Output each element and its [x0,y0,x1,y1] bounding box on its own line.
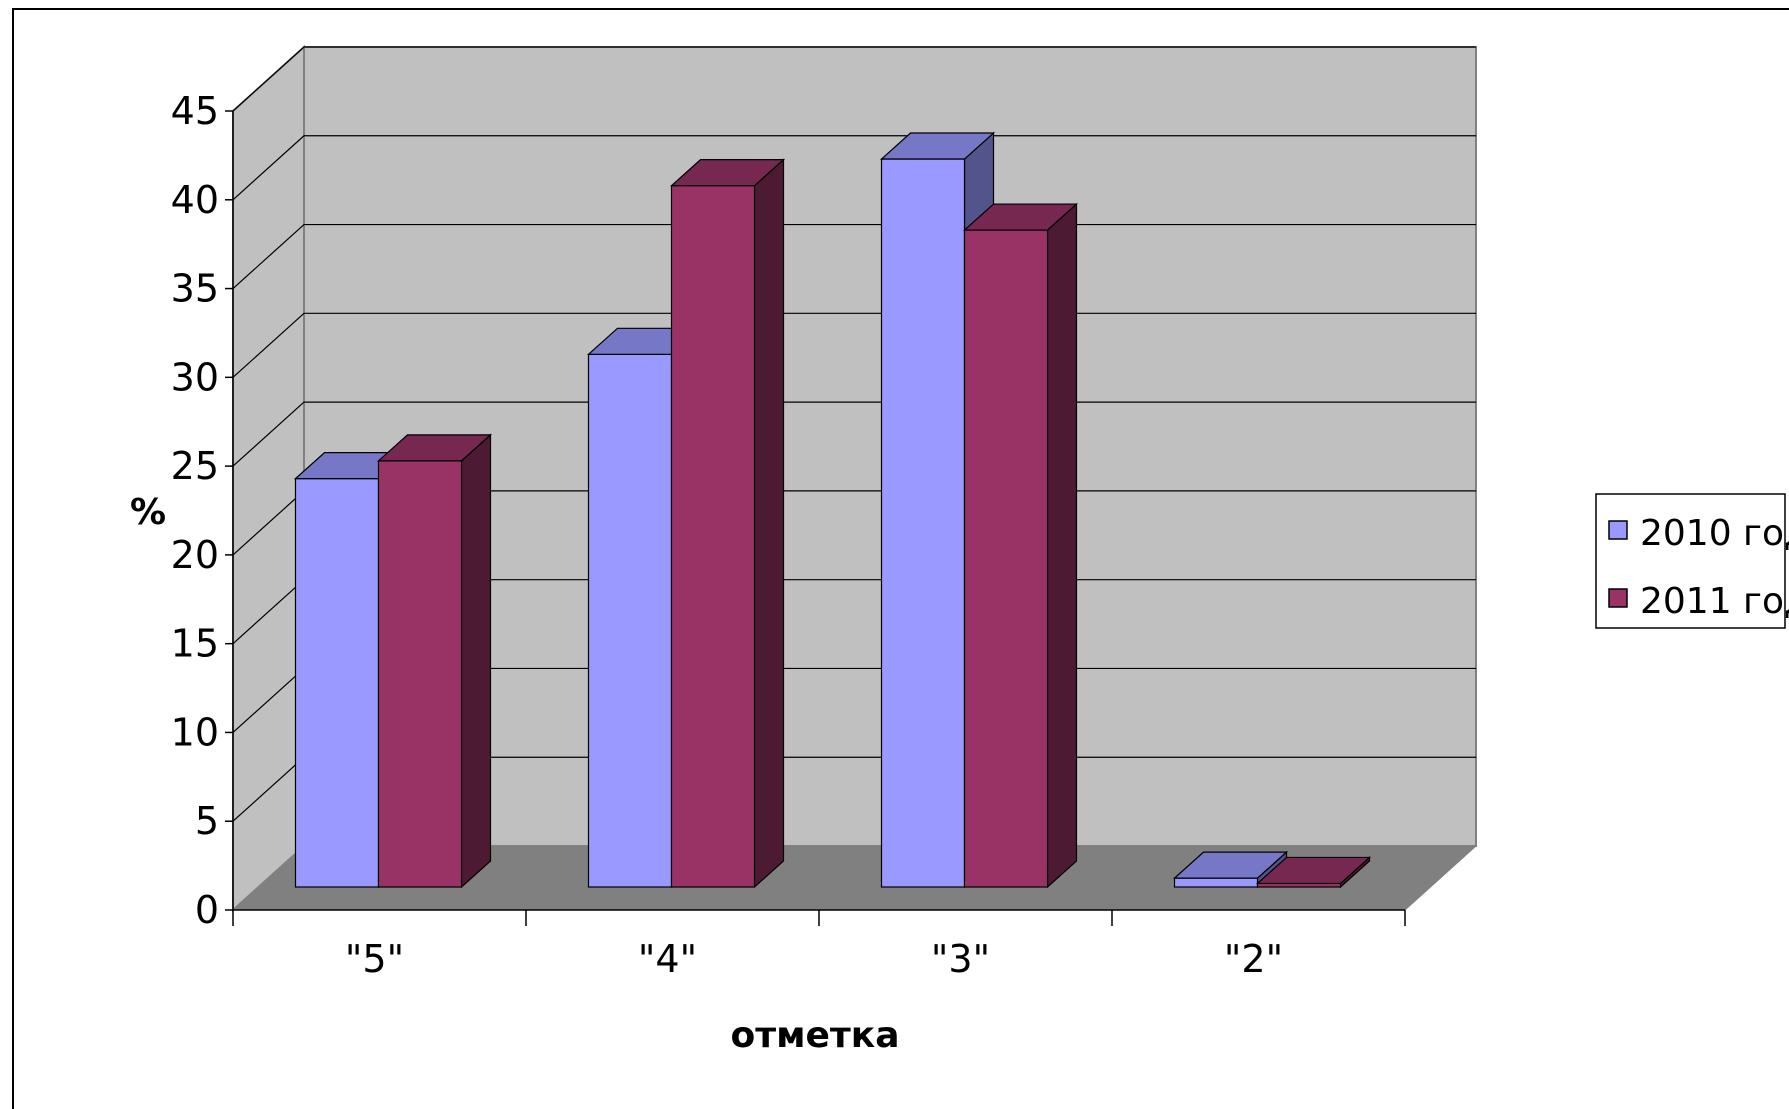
bar-2011 год-"4" [669,158,786,889]
x-tick-label: "4" [638,937,697,981]
bar-top [669,159,786,187]
y-tick-label: 15 [171,622,219,666]
y-tick-label: 0 [195,888,219,932]
bar-front [294,478,380,888]
bar-front [880,158,966,888]
bar-top [879,132,996,160]
y-tick-label: 20 [171,533,219,577]
gridline [232,223,1476,290]
x-tick-label: "2" [1224,937,1283,981]
y-tick-label: 45 [171,89,219,133]
y-tick-label: 5 [195,799,219,843]
y-axis-label: % [130,492,166,533]
x-axis-label: отметка [730,1015,899,1056]
bar-top [376,434,493,462]
bar-2011 год-"2" [1255,856,1372,889]
y-tick-label: 35 [171,267,219,311]
bar-front [670,185,756,888]
bar-side [460,433,492,889]
bars [293,131,1372,889]
bar-side [1046,202,1078,889]
bar-side [753,158,785,889]
bar-top [1172,851,1289,879]
x-tick-label: "5" [345,937,404,981]
side-wall [232,44,305,913]
gridline [232,46,1476,112]
y-tick-label: 10 [171,710,219,754]
bar-front [377,460,463,888]
y-tick-label: 30 [171,355,219,399]
legend-label-2011: 2011 год [1640,581,1789,622]
legend: 2010 год 2011 год [1595,493,1789,629]
gridline [232,312,1476,378]
bar-2011 год-"5" [376,433,493,889]
bar-top [1255,856,1372,885]
legend-swatch-2011 [1608,588,1628,608]
gridline [232,135,1476,201]
bar-front [587,353,673,888]
y-tick-label: 25 [171,444,219,488]
y-tick-label: 40 [171,178,219,222]
legend-swatch-2010 [1608,520,1628,540]
axes: 0 5 10 15 20 25 30 35 40 45 "5" "4" "3" "2" [171,89,1406,981]
legend-label-2010: 2010 год [1640,513,1789,554]
bar-front [1173,877,1259,888]
bar-2011 год-"3" [962,202,1079,889]
x-tick-label: "3" [931,937,990,981]
bar-front [963,229,1049,888]
bar-top [962,203,1079,231]
gridline [232,401,1476,467]
